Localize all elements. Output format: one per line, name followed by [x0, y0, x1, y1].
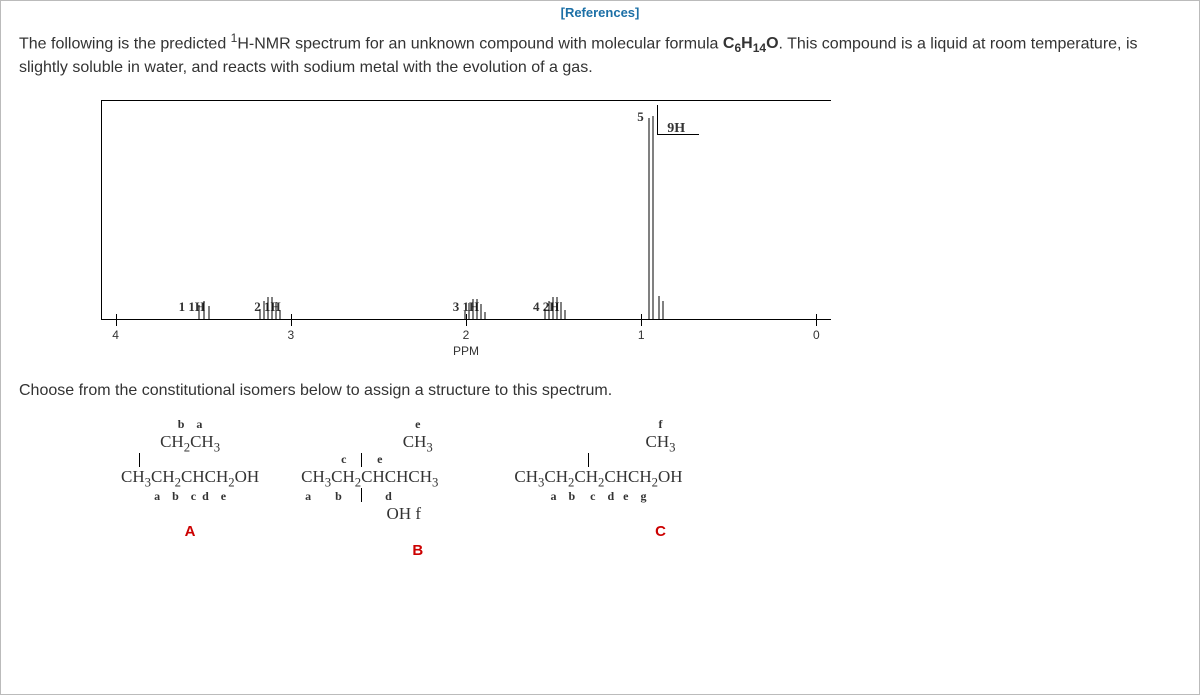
b-top-e: e	[349, 418, 486, 432]
formula-hsub: 14	[753, 42, 766, 56]
b-d: d	[385, 490, 392, 504]
a-ts2: 3	[214, 440, 220, 454]
a-m1: CH	[121, 467, 145, 486]
c-top-lbl: f	[576, 418, 744, 432]
c-m2: CH	[544, 467, 568, 486]
formula-c: C	[723, 35, 735, 52]
c-m3: CH	[574, 467, 598, 486]
isomers-row: b a CH2CH3 CH3CH2CHCH2OH a b c d e A e	[1, 400, 1199, 559]
question-text: The following is the predicted 1H-NMR sp…	[1, 20, 1199, 80]
molecular-formula: C6H14O	[723, 35, 779, 52]
prompt-mid: H-NMR spectrum for an unknown compound w…	[237, 35, 723, 52]
nmr-spectrum: 4 3 2 1 0 PPM 1 1H 2 1H 3 1H	[101, 100, 831, 360]
tick-2: 2	[463, 328, 470, 342]
a-top-labels: b a	[121, 418, 259, 432]
c-m4: CHCH	[604, 467, 651, 486]
a-m2: CH	[151, 467, 175, 486]
b-a: a	[305, 490, 311, 504]
b-c-lbl: c	[341, 453, 346, 467]
tick-1: 1	[638, 328, 645, 342]
isomer-b-letter: B	[349, 542, 486, 559]
prompt-pre: The following is the predicted	[19, 35, 231, 52]
a-t2: CH	[190, 432, 214, 451]
b-ts: 3	[426, 440, 432, 454]
c-ts: 3	[669, 440, 675, 454]
b-oh: OH f	[335, 504, 472, 524]
tick-0: 0	[813, 328, 820, 342]
formula-h: H	[741, 35, 753, 52]
b-m3: CHCHCH	[361, 467, 432, 486]
isomer-b[interactable]: e CH3 c e CH3CH2CHCHCH3 a b d	[349, 418, 486, 559]
b-t1: CH	[403, 432, 427, 451]
question2-text: Choose from the constitutional isomers b…	[1, 360, 1199, 400]
tick-4: 4	[112, 328, 119, 342]
tick-3: 3	[287, 328, 294, 342]
b-m1: CH	[301, 467, 325, 486]
c-m1: CH	[514, 467, 538, 486]
formula-o: O	[766, 35, 778, 52]
references-link[interactable]: [References]	[1, 1, 1199, 20]
c-m5: OH	[658, 467, 683, 486]
c-bottom: a b c d e g	[514, 490, 682, 504]
b-ms3: 3	[432, 475, 438, 489]
a-m3: CHCH	[181, 467, 228, 486]
isomer-c-letter: C	[576, 523, 744, 540]
ppm-label: PPM	[453, 344, 479, 358]
a-bottom-labels: a b c d e	[121, 490, 259, 504]
b-b: b	[335, 490, 342, 504]
c-t1: CH	[645, 432, 669, 451]
isomer-c[interactable]: f CH3 CH3CH2CH2CHCH2OH a b c d e g C	[576, 418, 744, 559]
a-m4: OH	[235, 467, 260, 486]
b-e-lbl: e	[377, 453, 382, 467]
isomer-a-letter: A	[121, 523, 259, 540]
a-t1: CH	[160, 432, 184, 451]
isomer-a[interactable]: b a CH2CH3 CH3CH2CHCH2OH a b c d e A	[121, 418, 259, 559]
b-m2: CH	[331, 467, 355, 486]
